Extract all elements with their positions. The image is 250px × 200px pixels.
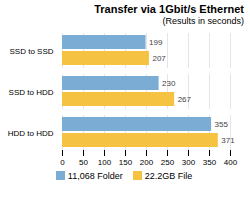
svg-text:371: 371 — [221, 136, 235, 145]
svg-text:SSD to SSD: SSD to SSD — [9, 47, 53, 56]
html-text:11,068 Folder: 11,068 Folder — [67, 171, 123, 181]
svg-text:267: 267 — [178, 95, 192, 104]
svg-text:100: 100 — [98, 158, 112, 167]
html-text:22.2GB File: 22.2GB File — [144, 171, 193, 181]
svg-text:300: 300 — [182, 158, 196, 167]
html-text:(Results in seconds): (Results in seconds) — [162, 16, 244, 27]
svg-text:200: 200 — [140, 158, 154, 167]
svg-text:230: 230 — [162, 79, 176, 88]
svg-text:207: 207 — [152, 54, 166, 63]
svg-text:355: 355 — [215, 120, 229, 129]
svg-text:50: 50 — [79, 158, 88, 167]
svg-text:250: 250 — [161, 158, 175, 167]
svg-text:150: 150 — [119, 158, 133, 167]
svg-text:HDD to HDD: HDD to HDD — [8, 129, 54, 138]
svg-text:400: 400 — [224, 158, 238, 167]
svg-text:SSD to HDD: SSD to HDD — [9, 88, 54, 97]
svg-text:199: 199 — [149, 38, 163, 47]
svg-text:0: 0 — [60, 158, 65, 167]
svg-text:350: 350 — [203, 158, 217, 167]
html-text:Transfer via 1Gbit/s Ethernet: Transfer via 1Gbit/s Ethernet — [94, 3, 244, 15]
